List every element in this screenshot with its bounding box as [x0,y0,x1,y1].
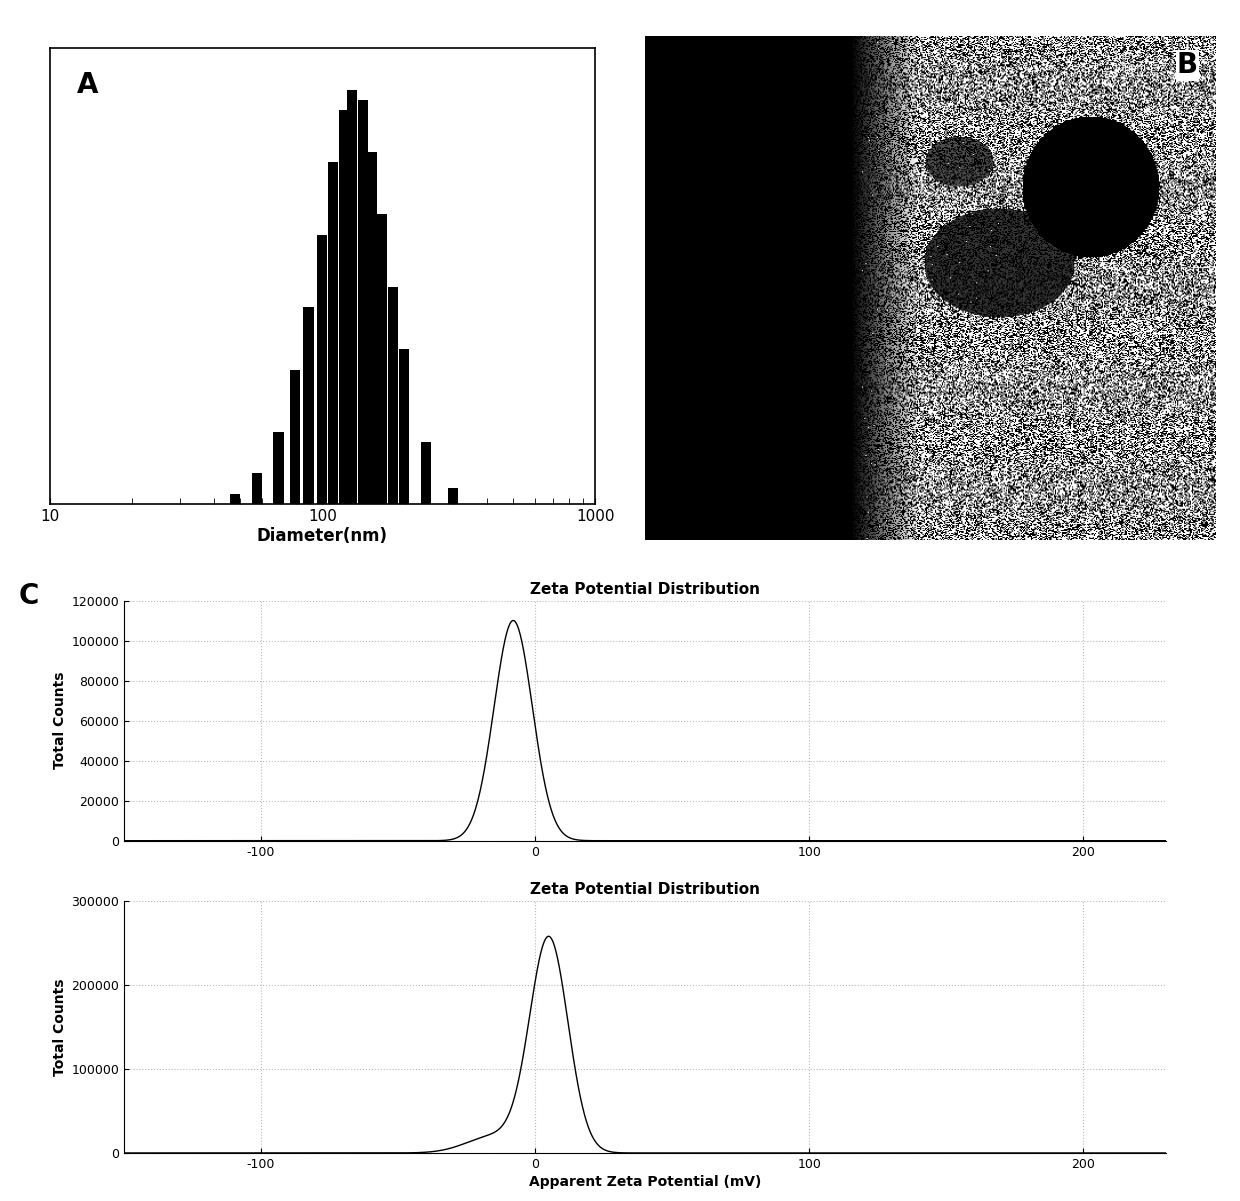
Bar [304,307,314,504]
Text: A: A [77,71,98,98]
Bar [329,162,339,504]
Bar [420,442,432,504]
Text: B: B [1177,52,1198,79]
Text: 1μm
100nm: 1μm 100nm [1112,52,1147,73]
X-axis label: Diameter(nm): Diameter(nm) [257,527,388,545]
Y-axis label: Total Counts: Total Counts [53,671,67,770]
Bar [388,287,398,504]
Bar [347,90,357,504]
Bar [377,214,387,504]
X-axis label: Apparent Zeta Potential (mV): Apparent Zeta Potential (mV) [528,1175,761,1189]
Text: C: C [19,582,38,610]
Title: Zeta Potential Distribution: Zeta Potential Distribution [529,581,760,597]
Bar [358,100,368,504]
Title: Zeta Potential Distribution: Zeta Potential Distribution [529,882,760,897]
Bar [229,494,241,504]
Bar [448,488,459,504]
Y-axis label: Total Counts: Total Counts [53,978,67,1076]
Bar [274,432,284,504]
Bar [366,151,377,504]
Bar [252,473,262,504]
Bar [399,348,409,504]
Bar [339,110,350,504]
Bar [317,234,327,504]
Bar [290,370,300,504]
